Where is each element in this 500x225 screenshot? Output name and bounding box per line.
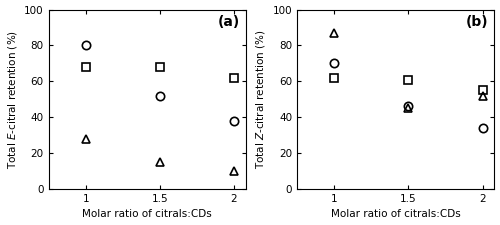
Y-axis label: Total $\it{E}$-citral retention (%): Total $\it{E}$-citral retention (%)	[6, 30, 18, 169]
Text: (a): (a)	[218, 15, 240, 29]
Y-axis label: Total $\it{Z}$-citral retention (%): Total $\it{Z}$-citral retention (%)	[254, 29, 267, 169]
Text: (b): (b)	[466, 15, 488, 29]
X-axis label: Molar ratio of citrals:CDs: Molar ratio of citrals:CDs	[82, 209, 212, 219]
X-axis label: Molar ratio of citrals:CDs: Molar ratio of citrals:CDs	[331, 209, 460, 219]
